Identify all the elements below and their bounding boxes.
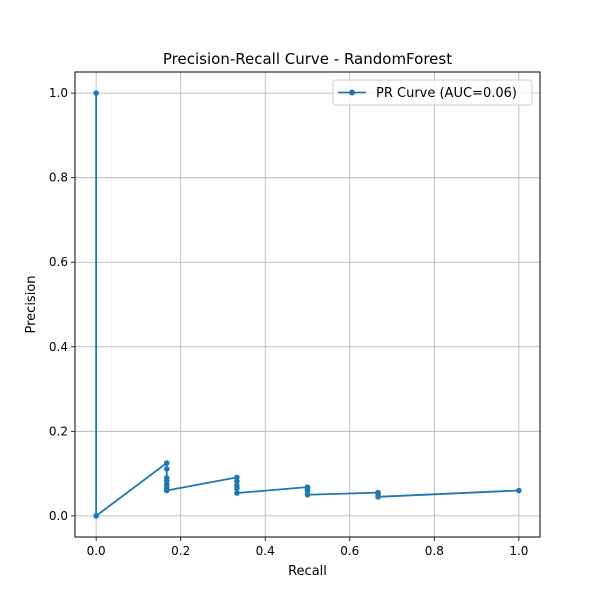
y-tick-label: 1.0 [49, 86, 68, 100]
legend-label: PR Curve (AUC=0.06) [376, 86, 517, 101]
legend-box [332, 79, 533, 106]
y-tick-label: 0.2 [49, 424, 68, 438]
x-tick-label: 1.0 [509, 544, 528, 558]
data-point [304, 484, 311, 490]
data-point [163, 466, 170, 472]
x-tick-label: 0.2 [171, 544, 190, 558]
data-point [234, 482, 240, 489]
plot-area-background [75, 72, 540, 537]
x-tick-label: 0.4 [256, 544, 275, 558]
data-point [93, 90, 99, 96]
y-axis-label: Precision [24, 275, 39, 333]
y-tick-label: 0.0 [49, 509, 68, 523]
y-tick-label: 0.8 [49, 171, 68, 185]
data-point [516, 487, 522, 494]
data-point [375, 489, 381, 496]
chart-title: Precision-Recall Curve - RandomForest [163, 50, 452, 68]
y-tick-label: 0.4 [49, 340, 68, 354]
x-axis-label: Recall [288, 564, 327, 579]
plot-frame [74, 71, 541, 538]
axis-layer: 0.0 0.2 0.4 0.6 0.8 1.0 0.0 0.2 0.4 0.6 0.8 1.0 [49, 86, 529, 558]
y-tick-label: 0.6 [49, 255, 68, 269]
grid-layer [75, 72, 540, 537]
data-point [93, 513, 99, 519]
x-tick-label: 0.8 [425, 544, 444, 558]
x-tick-label: 0.0 [87, 544, 106, 558]
data-point [234, 474, 240, 481]
legend: PR Curve (AUC=0.06) [332, 79, 533, 106]
legend-marker-sample [349, 89, 355, 96]
series-layer [93, 90, 522, 519]
data-point [163, 460, 170, 466]
data-point [163, 475, 170, 481]
data-point [234, 490, 240, 496]
x-tick-label: 0.6 [340, 544, 359, 558]
